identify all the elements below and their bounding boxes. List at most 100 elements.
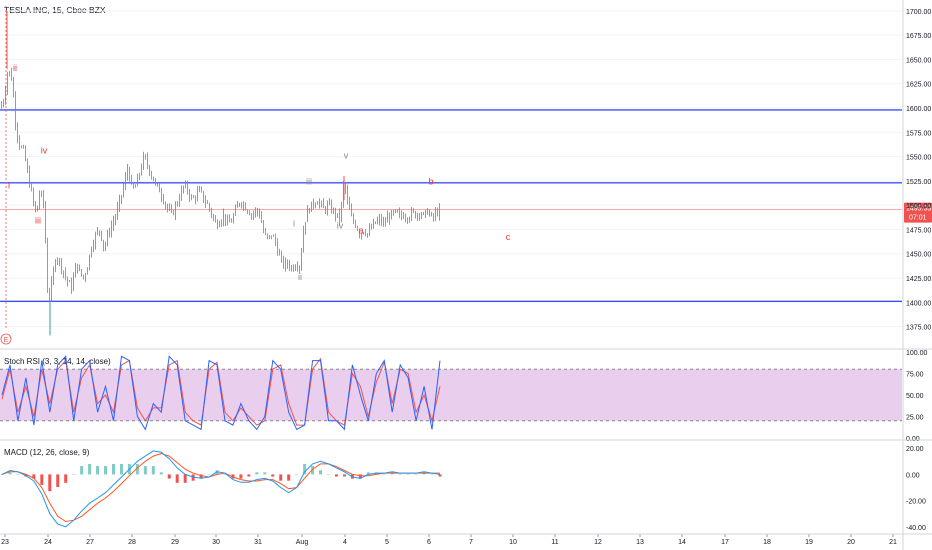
time-axis-label: 18	[763, 539, 771, 546]
macd-histogram-bar[interactable]	[287, 474, 291, 481]
price-axis-tick-label: 1475.00	[906, 227, 931, 234]
macd-histogram-bar[interactable]	[271, 474, 275, 477]
event-marker-circle[interactable]	[0, 333, 12, 345]
macd-histogram-bar[interactable]	[40, 474, 44, 485]
price-axis-tick-label: 1700.00	[906, 9, 931, 16]
macd-histogram-bar[interactable]	[263, 472, 267, 475]
wave-label[interactable]: a	[358, 225, 363, 235]
time-axis-label: 7	[469, 539, 473, 546]
stoch-axis-tick-label: 50.00	[906, 393, 924, 400]
macd-histogram-bar[interactable]	[430, 474, 434, 475]
macd-histogram-bar[interactable]	[319, 470, 323, 475]
wave-label[interactable]: iii	[306, 177, 312, 187]
stoch-rsi-title: Stoch RSI (3, 3, 14, 14, close)	[4, 357, 111, 366]
macd-histogram-bar[interactable]	[88, 463, 92, 475]
bar-countdown: 07:01	[909, 215, 927, 222]
macd-histogram-bar[interactable]	[32, 474, 36, 479]
wave-label[interactable]: c	[506, 232, 511, 242]
macd-histogram-bar[interactable]	[191, 474, 195, 481]
macd-histogram-bar[interactable]	[303, 463, 307, 475]
macd-histogram-bar[interactable]	[334, 474, 338, 477]
price-axis-tick-label: 1625.00	[906, 82, 931, 89]
time-axis-label: 28	[128, 539, 136, 546]
macd-histogram-bar[interactable]	[207, 474, 211, 475]
macd-histogram-bar[interactable]	[311, 466, 315, 475]
macd-line[interactable]	[1, 450, 441, 528]
stoch-rsi-pane[interactable]: Stoch RSI (3, 3, 14, 14, close) 0.0025.0…	[0, 350, 928, 443]
macd-histogram-bar[interactable]	[167, 474, 171, 479]
price-axis-tick-label: 1550.00	[906, 155, 931, 162]
macd-histogram-bar[interactable]	[175, 474, 179, 483]
wave-label[interactable]: ii	[13, 63, 17, 73]
time-axis-label: 4	[343, 539, 347, 546]
macd-histogram-bar[interactable]	[64, 474, 68, 483]
macd-pane[interactable]: MACD (12, 26, close, 9) -40.00 -20.00 0.00…	[0, 446, 926, 532]
time-axis-label: 6	[427, 539, 431, 546]
price-axis-tick-label: 1450.00	[906, 252, 931, 259]
macd-histogram-bar[interactable]	[342, 474, 346, 477]
wave-label[interactable]: iii	[35, 216, 41, 226]
macd-histogram-bar[interactable]	[239, 474, 243, 479]
time-axis-label: 31	[254, 539, 262, 546]
time-axis-label: 19	[805, 539, 813, 546]
macd-histogram-bar[interactable]	[96, 466, 100, 475]
time-axis[interactable]: 23 24 27 28 29 30 31 Aug 4 5 6 7 10 11 12 13 14 17 18 19 20 2…	[1, 534, 897, 546]
macd-histogram-bar[interactable]	[72, 474, 76, 475]
time-axis-label: 21	[889, 539, 897, 546]
macd-histogram-bar[interactable]	[111, 463, 115, 475]
macd-histogram-bar[interactable]	[119, 463, 123, 475]
stoch-axis-tick-label: 100.00	[906, 350, 928, 357]
macd-histogram-bar[interactable]	[327, 474, 331, 475]
macd-histogram-bar[interactable]	[406, 474, 410, 475]
macd-histogram-bar[interactable]	[414, 474, 418, 475]
stoch-k-line[interactable]	[1, 355, 441, 431]
time-axis-label: 13	[636, 539, 644, 546]
macd-histogram-bar[interactable]	[247, 474, 251, 477]
macd-histogram-bar[interactable]	[16, 474, 20, 475]
price-axis-tick-label: 1675.00	[906, 33, 931, 40]
macd-histogram-bar[interactable]	[8, 472, 12, 475]
macd-histogram-bar[interactable]	[159, 472, 163, 475]
price-axis-tick-label: 1375.00	[906, 325, 931, 332]
macd-histogram-bar[interactable]	[199, 474, 203, 479]
macd-histogram-bar[interactable]	[143, 466, 147, 475]
time-axis-label: 10	[509, 539, 517, 546]
wave-label[interactable]: iv	[337, 220, 344, 230]
macd-histogram-bar[interactable]	[358, 474, 362, 479]
price-axis-tick-label: 1650.00	[906, 57, 931, 64]
macd-histogram-bar[interactable]	[223, 474, 227, 475]
macd-histogram-bar[interactable]	[56, 474, 60, 487]
macd-histogram-bar[interactable]	[48, 474, 52, 492]
macd-histogram-bar[interactable]	[0, 474, 4, 475]
macd-axis-tick-label: -20.00	[906, 499, 926, 506]
macd-histogram-bar[interactable]	[80, 466, 84, 475]
time-axis-label: 17	[721, 539, 729, 546]
time-axis-label: 11	[551, 539, 558, 546]
macd-histogram-bar[interactable]	[135, 463, 139, 475]
macd-histogram-bar[interactable]	[382, 474, 386, 475]
macd-histogram-bar[interactable]	[438, 474, 442, 477]
wave-label[interactable]: ii	[298, 272, 302, 282]
time-axis-label: 12	[594, 539, 602, 546]
macd-histogram-bar[interactable]	[104, 466, 108, 475]
macd-histogram-bar[interactable]	[183, 474, 187, 483]
macd-histogram-bar[interactable]	[398, 474, 402, 475]
macd-signal-line[interactable]	[1, 452, 440, 523]
stoch-d-line[interactable]	[1, 357, 441, 426]
price-axis-tick-label: 1525.00	[906, 179, 931, 186]
wave-label[interactable]: i	[293, 219, 295, 229]
macd-histogram-bar[interactable]	[255, 472, 259, 475]
wave-label[interactable]: v	[344, 151, 349, 161]
macd-histogram-bar[interactable]	[151, 466, 155, 475]
macd-histogram-bar[interactable]	[279, 474, 283, 481]
wave-label[interactable]: iv	[41, 146, 48, 156]
price-axis-tick-label: 1425.00	[906, 276, 931, 283]
macd-histogram-bar[interactable]	[366, 472, 370, 475]
symbol-title: TESLA INC, 15, Cboe BZX	[4, 5, 106, 15]
time-axis-label: Aug	[296, 539, 309, 546]
wave-label[interactable]: i	[8, 181, 10, 191]
wave-label[interactable]: b	[428, 177, 433, 187]
macd-histogram-bar[interactable]	[295, 474, 299, 475]
